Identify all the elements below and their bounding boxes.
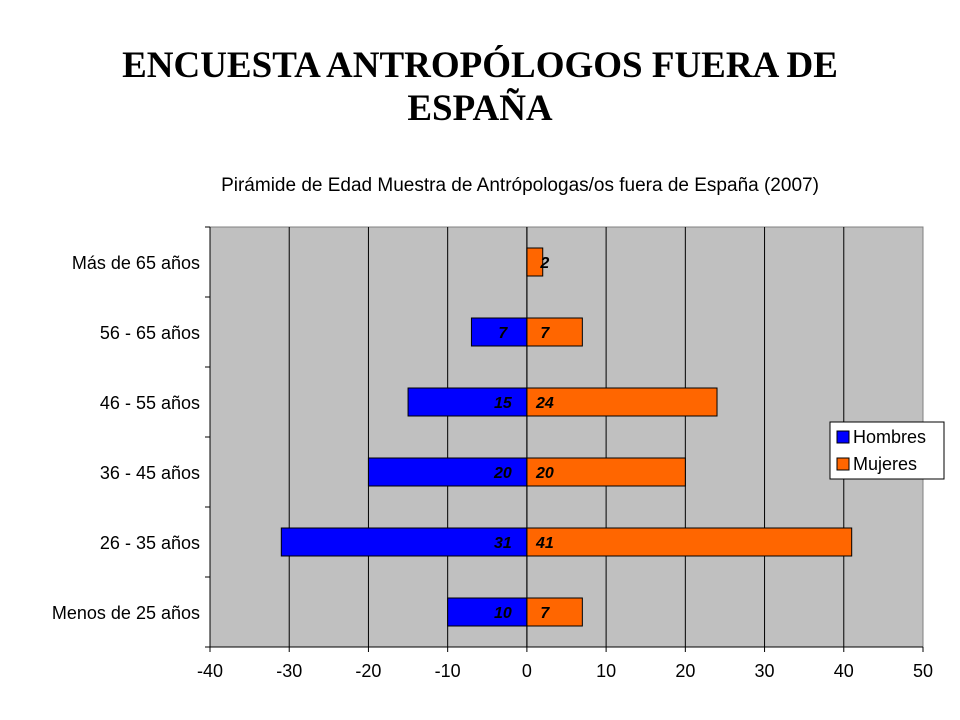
y-tick-label: 56 - 65 años — [100, 323, 200, 343]
data-label: 41 — [535, 535, 554, 552]
x-tick-label: 0 — [522, 661, 532, 681]
bar-mujeres — [526, 527, 853, 557]
bar-mujeres — [526, 387, 718, 417]
x-tick-label: 30 — [755, 661, 775, 681]
data-label: 7 — [540, 605, 550, 622]
slide-title-line-1: ENCUESTA ANTROPÓLOGOS FUERA DE — [122, 45, 838, 86]
y-tick-label: 46 - 55 años — [100, 393, 200, 413]
x-tick-label: 50 — [913, 661, 933, 681]
bar-hombres — [447, 597, 528, 627]
data-label: 24 — [535, 395, 554, 412]
data-label: 7 — [498, 325, 508, 342]
y-tick-label: 36 - 45 años — [100, 463, 200, 483]
x-tick-label: 20 — [675, 661, 695, 681]
legend-swatch-mujeres — [836, 457, 850, 471]
data-label: 20 — [535, 465, 554, 482]
y-tick-label: 26 - 35 años — [100, 533, 200, 553]
y-tick-label: Menos de 25 años — [52, 603, 200, 623]
chart-title: Pirámide de Edad Muestra de Antrópologas… — [221, 175, 819, 196]
legend-label: Hombres — [853, 427, 926, 447]
data-label: 2 — [539, 255, 549, 272]
x-tick-label: -40 — [197, 661, 223, 681]
data-label: 20 — [493, 465, 512, 482]
slide-title-line-2: ESPAÑA — [407, 88, 553, 129]
legend-swatch-hombres — [836, 430, 850, 444]
bar-hombres — [280, 527, 528, 557]
x-tick-label: -20 — [355, 661, 381, 681]
bar-hombres — [407, 387, 528, 417]
bar-mujeres — [526, 457, 686, 487]
axes: Menos de 25 años 26 - 35 años 36 - 45 años… — [52, 226, 933, 681]
x-tick-label: -10 — [435, 661, 461, 681]
x-tick-label: 10 — [596, 661, 616, 681]
data-label: 7 — [540, 325, 550, 342]
bars: 10 31 20 15 7 7 41 20 24 7 2 — [280, 247, 853, 627]
plot-area — [209, 226, 924, 648]
legend: Hombres Mujeres — [829, 421, 945, 480]
x-tick-label: -30 — [276, 661, 302, 681]
bar-hombres — [367, 457, 528, 487]
bar-hombres — [470, 317, 528, 347]
slide-title: ENCUESTA ANTROPÓLOGOS FUERA DE ESPAÑA — [0, 44, 960, 130]
data-label: 31 — [494, 535, 512, 552]
y-tick-label: Más de 65 años — [72, 253, 200, 273]
data-label: 10 — [494, 605, 512, 622]
data-label: 15 — [494, 395, 513, 412]
bar-mujeres — [526, 317, 583, 347]
x-tick-label: 40 — [834, 661, 854, 681]
bar-mujeres — [526, 597, 583, 627]
legend-label: Mujeres — [853, 454, 917, 474]
